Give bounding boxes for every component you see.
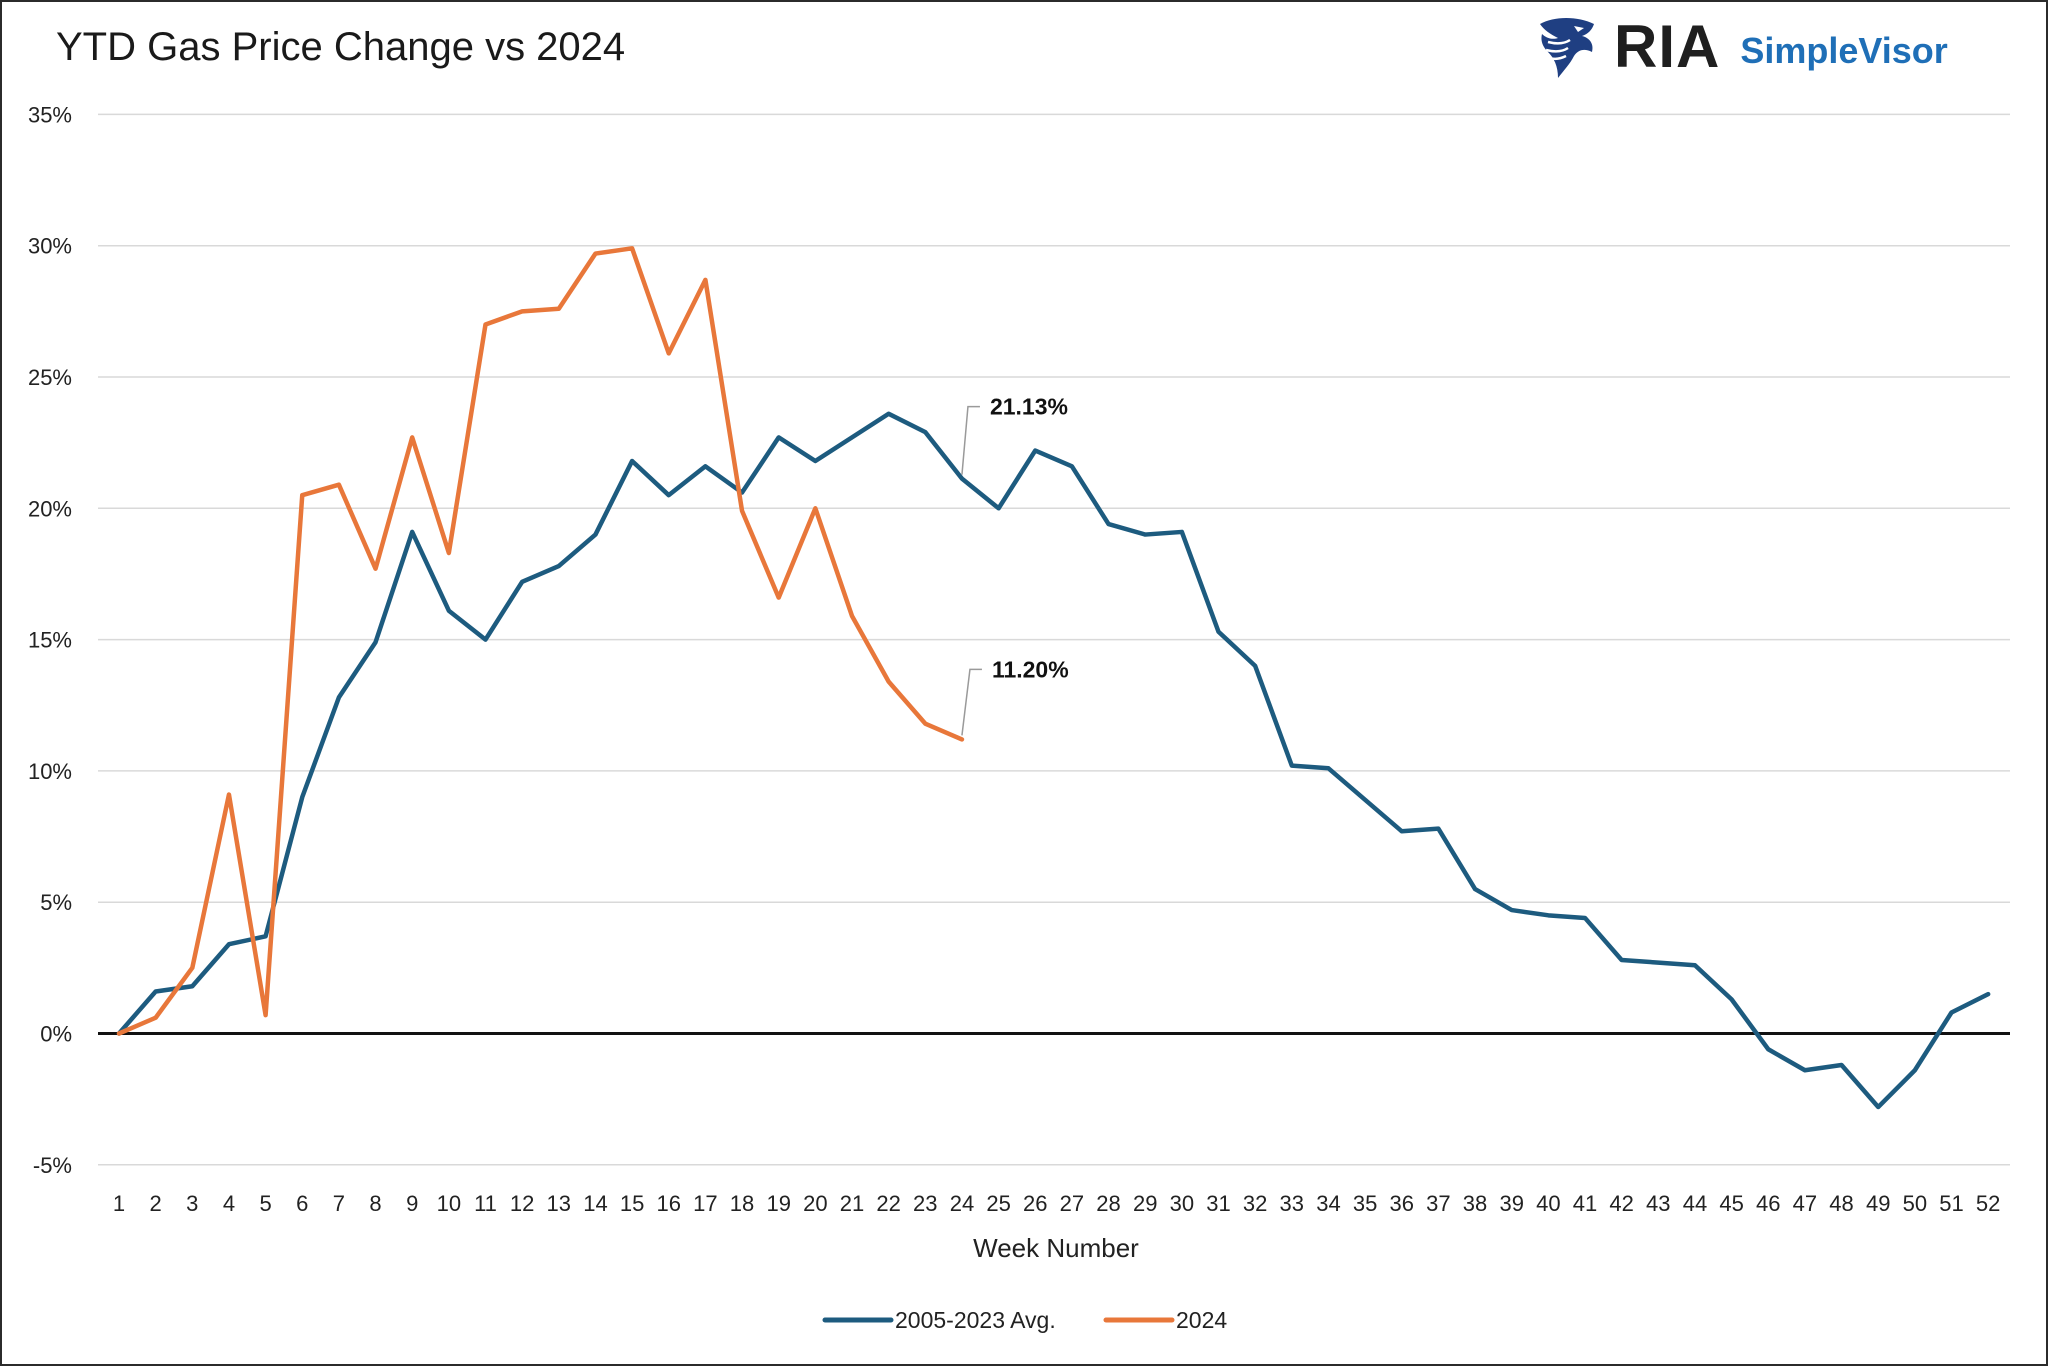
x-tick-label: 42 xyxy=(1609,1191,1633,1216)
x-tick-label: 46 xyxy=(1756,1191,1780,1216)
x-tick-label: 17 xyxy=(693,1191,717,1216)
y-tick-label: -5% xyxy=(33,1153,72,1178)
x-tick-label: 44 xyxy=(1683,1191,1707,1216)
x-tick-label: 41 xyxy=(1573,1191,1597,1216)
x-tick-label: 12 xyxy=(510,1191,534,1216)
x-tick-label: 49 xyxy=(1866,1191,1890,1216)
x-tick-label: 22 xyxy=(876,1191,900,1216)
x-tick-label: 52 xyxy=(1976,1191,2000,1216)
x-tick-label: 39 xyxy=(1499,1191,1523,1216)
x-tick-label: 32 xyxy=(1243,1191,1267,1216)
x-tick-label: 8 xyxy=(369,1191,381,1216)
x-axis-label: Week Number xyxy=(973,1233,1139,1263)
y-tick-label: 15% xyxy=(28,628,72,653)
brand-name: RIA xyxy=(1614,13,1721,80)
x-tick-label: 33 xyxy=(1280,1191,1304,1216)
x-tick-label: 15 xyxy=(620,1191,644,1216)
x-tick-label: 40 xyxy=(1536,1191,1560,1216)
x-tick-label: 26 xyxy=(1023,1191,1047,1216)
data-label: 21.13% xyxy=(990,394,1068,420)
series-line xyxy=(116,411,1991,1110)
x-tick-label: 27 xyxy=(1060,1191,1084,1216)
x-tick-label: 36 xyxy=(1390,1191,1414,1216)
eagle-icon xyxy=(1540,18,1594,78)
y-tick-label: 0% xyxy=(40,1022,72,1047)
x-tick-label: 31 xyxy=(1206,1191,1230,1216)
x-tick-label: 29 xyxy=(1133,1191,1157,1216)
x-tick-label: 25 xyxy=(986,1191,1010,1216)
x-tick-label: 2 xyxy=(150,1191,162,1216)
y-tick-label: 10% xyxy=(28,759,72,784)
x-tick-label: 16 xyxy=(657,1191,681,1216)
x-tick-label: 4 xyxy=(223,1191,235,1216)
y-tick-label: 5% xyxy=(40,890,72,915)
x-tick-label: 3 xyxy=(186,1191,198,1216)
series-line xyxy=(116,246,965,1036)
x-tick-label: 35 xyxy=(1353,1191,1377,1216)
x-tick-label: 11 xyxy=(474,1191,497,1216)
x-tick-label: 13 xyxy=(547,1191,571,1216)
x-tick-label: 21 xyxy=(840,1191,864,1216)
x-tick-label: 45 xyxy=(1719,1191,1743,1216)
x-tick-label: 6 xyxy=(296,1191,308,1216)
x-tick-label: 9 xyxy=(406,1191,418,1216)
x-tick-label: 18 xyxy=(730,1191,754,1216)
x-tick-label: 7 xyxy=(333,1191,345,1216)
series-2024 xyxy=(116,246,965,1036)
y-tick-label: 25% xyxy=(28,365,72,390)
data-label: 11.20% xyxy=(992,656,1069,682)
x-tick-label: 34 xyxy=(1316,1191,1340,1216)
legend-label: 2005-2023 Avg. xyxy=(895,1307,1056,1333)
y-tick-label: 20% xyxy=(28,496,72,521)
legend-label: 2024 xyxy=(1176,1307,1227,1333)
x-tick-label: 24 xyxy=(950,1191,974,1216)
x-tick-label: 23 xyxy=(913,1191,937,1216)
x-tick-label: 20 xyxy=(803,1191,827,1216)
y-tick-label: 30% xyxy=(28,234,72,259)
x-tick-label: 28 xyxy=(1096,1191,1120,1216)
y-tick-label: 35% xyxy=(28,102,72,127)
x-tick-label: 38 xyxy=(1463,1191,1487,1216)
x-tick-label: 47 xyxy=(1793,1191,1817,1216)
x-tick-label: 10 xyxy=(437,1191,461,1216)
x-tick-label: 48 xyxy=(1829,1191,1853,1216)
series-avg xyxy=(116,411,1991,1110)
x-tick-label: 50 xyxy=(1903,1191,1927,1216)
annotation-leader xyxy=(961,405,980,475)
chart-title: YTD Gas Price Change vs 2024 xyxy=(56,25,625,69)
x-tick-label: 5 xyxy=(259,1191,271,1216)
brand-logo: RIA SimpleVisor xyxy=(1534,14,1948,80)
x-tick-label: 43 xyxy=(1646,1191,1670,1216)
x-tick-label: 1 xyxy=(113,1191,125,1216)
x-tick-label: 19 xyxy=(766,1191,790,1216)
x-tick-label: 30 xyxy=(1170,1191,1194,1216)
x-tick-label: 14 xyxy=(583,1191,607,1216)
brand-product: SimpleVisor xyxy=(1740,30,1948,71)
annotation-leader xyxy=(961,668,982,736)
x-tick-label: 51 xyxy=(1939,1191,1963,1216)
x-tick-label: 37 xyxy=(1426,1191,1450,1216)
